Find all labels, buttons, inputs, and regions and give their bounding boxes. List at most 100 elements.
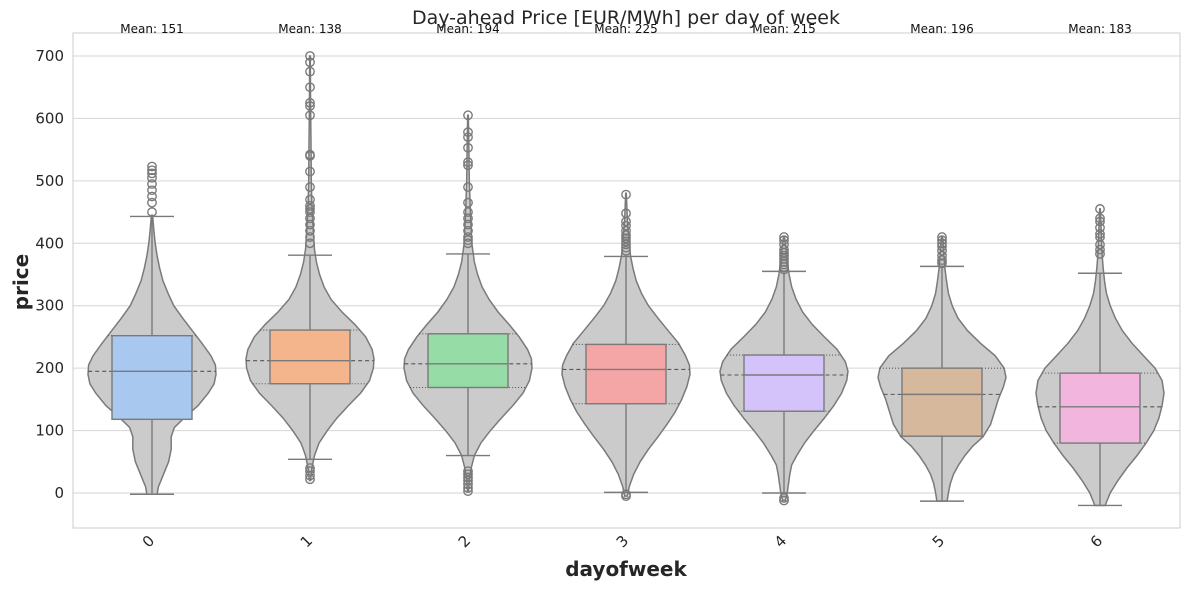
- outlier-point: [621, 245, 631, 256]
- outlier-point: [779, 493, 789, 503]
- outlier-point: [937, 258, 947, 269]
- outlier-point: [937, 232, 947, 242]
- outlier-point: [305, 232, 315, 242]
- x-tick-label: 3: [613, 532, 632, 551]
- mean-label: Mean: 215: [752, 22, 815, 36]
- outlier-point: [305, 466, 315, 477]
- outlier-point: [463, 132, 473, 143]
- outlier-point: [463, 127, 473, 138]
- outlier-point: [463, 232, 473, 242]
- outlier-point: [305, 101, 315, 111]
- outlier-point: [305, 97, 315, 108]
- x-tick-label: 2: [455, 532, 474, 551]
- outlier-point: [463, 110, 473, 121]
- mean-label: Mean: 138: [278, 22, 341, 36]
- outlier-point: [305, 166, 315, 177]
- outlier-point: [463, 479, 473, 490]
- x-tick-label: 5: [929, 532, 948, 551]
- y-tick-label: 700: [35, 47, 64, 65]
- outlier-point: [463, 469, 473, 480]
- outlier-point: [621, 233, 631, 244]
- outlier-point: [305, 200, 315, 211]
- mean-label: Mean: 196: [910, 22, 973, 36]
- x-tick-labels: 0 1 2 3 4 5 6: [139, 532, 1106, 551]
- outlier-point: [305, 66, 315, 77]
- box-5: [901, 367, 983, 437]
- outlier-point: [463, 160, 473, 171]
- outlier-point: [147, 207, 157, 217]
- mean-label: Mean: 183: [1068, 22, 1131, 36]
- outlier-point: [463, 213, 473, 224]
- chart-title: Day-ahead Price [EUR/MWh] per day of wee…: [412, 7, 840, 29]
- outlier-point: [463, 466, 473, 477]
- outlier-point: [147, 191, 157, 202]
- x-tick-label: 4: [771, 532, 790, 551]
- box-1: [269, 329, 351, 385]
- outlier-point: [305, 110, 315, 121]
- box-6: [1059, 372, 1141, 444]
- outlier-point: [937, 245, 947, 256]
- x-tick-label: 0: [139, 532, 158, 551]
- outlier-point: [1095, 216, 1105, 227]
- outlier-point: [463, 197, 473, 208]
- outlier-point: [305, 470, 315, 481]
- outlier-point: [305, 219, 315, 230]
- x-tick-label: 1: [297, 532, 316, 551]
- outlier-point: [305, 194, 315, 205]
- x-axis-label: dayofweek: [565, 557, 687, 581]
- outlier-point: [305, 207, 315, 217]
- outlier-point: [1095, 232, 1105, 242]
- outlier-point: [463, 475, 473, 486]
- outlier-point: [305, 57, 315, 68]
- outlier-point: [463, 472, 473, 483]
- outlier-point: [463, 486, 473, 497]
- box-2: [427, 333, 509, 389]
- y-tick-label: 500: [35, 172, 64, 190]
- outlier-point: [937, 235, 947, 246]
- y-axis-label: price: [9, 254, 33, 310]
- outlier-point: [1095, 229, 1105, 239]
- y-tick-label: 0: [54, 484, 64, 502]
- outlier-point: [779, 235, 789, 246]
- outlier-point: [621, 225, 631, 236]
- outlier-point: [305, 238, 315, 249]
- outlier-point: [779, 239, 789, 250]
- outlier-point: [147, 172, 157, 183]
- outlier-point: [147, 165, 157, 176]
- outlier-point: [621, 230, 631, 241]
- violins: [87, 51, 1165, 507]
- box-3: [585, 343, 667, 405]
- outlier-point: [305, 225, 315, 236]
- outlier-point: [1095, 239, 1105, 250]
- outlier-point: [463, 235, 473, 246]
- outlier-point: [305, 51, 315, 61]
- outlier-point: [937, 255, 947, 266]
- outlier-point: [779, 250, 789, 261]
- outlier-point: [779, 244, 789, 255]
- outlier-point: [621, 189, 631, 200]
- outlier-point: [305, 213, 315, 224]
- outlier-point: [779, 232, 789, 242]
- y-tick-label: 200: [35, 359, 64, 377]
- outlier-point: [463, 207, 473, 217]
- box-4: [743, 354, 825, 412]
- outlier-point: [937, 241, 947, 252]
- outlier-point: [937, 238, 947, 249]
- y-tick-label: 400: [35, 234, 64, 252]
- outlier-point: [1095, 248, 1105, 259]
- outlier-point: [463, 182, 473, 193]
- outlier-point: [305, 82, 315, 93]
- outlier-point: [779, 253, 789, 264]
- outlier-point: [305, 204, 315, 214]
- outlier-point: [621, 239, 631, 250]
- outlier-point: [463, 157, 473, 168]
- outlier-point: [147, 197, 157, 208]
- outlier-point: [621, 489, 631, 500]
- y-tick-labels: 0 100 200 300 400 500 600 700: [35, 47, 64, 502]
- outlier-point: [147, 168, 157, 179]
- box-0: [111, 334, 193, 421]
- outlier-point: [621, 220, 631, 231]
- x-tick-label: 6: [1087, 532, 1106, 551]
- outlier-point: [463, 142, 473, 153]
